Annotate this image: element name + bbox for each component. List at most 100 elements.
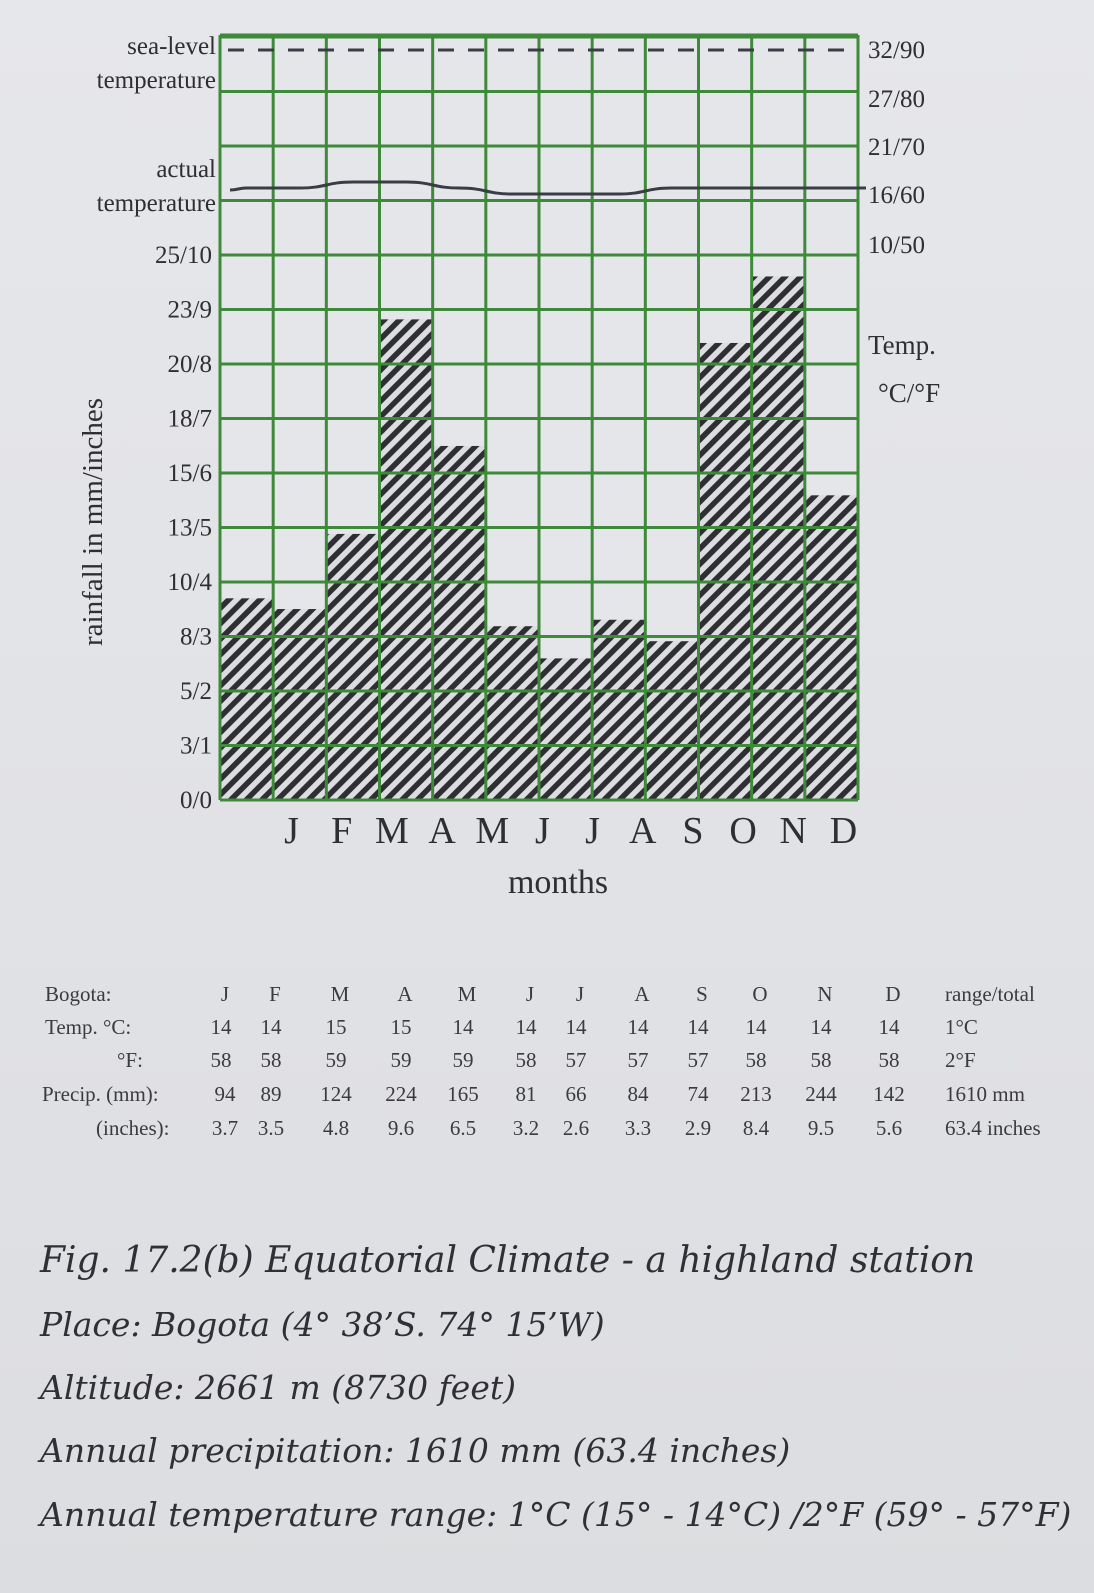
month-label: J — [535, 810, 550, 852]
month-label: J — [585, 810, 600, 852]
bar-N-10 — [751, 276, 805, 801]
table-cell-value: 213 — [740, 1082, 772, 1106]
right-tick-label: 27/80 — [868, 86, 925, 113]
table-cell-value: 58 — [745, 1048, 767, 1072]
left-tick-label: 18/7 — [168, 406, 212, 433]
table-cell-value: 58 — [515, 1048, 537, 1072]
table-cell-value: 9.5 — [807, 1116, 835, 1140]
table-cell-value: 14 — [515, 1015, 537, 1039]
bar-J-6 — [539, 658, 593, 800]
table-cell-value: 15 — [325, 1015, 347, 1039]
table-cell-value: 57 — [627, 1048, 649, 1072]
table-cell-value: 165 — [447, 1082, 479, 1106]
table-month-header: M — [457, 982, 477, 1006]
month-label: J — [284, 810, 299, 852]
bar-A-7 — [592, 619, 646, 800]
altitude-line: Altitude: 2661 m (8730 feet) — [40, 1368, 516, 1407]
table-cell-value: 84 — [627, 1082, 649, 1106]
table-cell-value: 59 — [452, 1048, 474, 1072]
rainfall-bars — [220, 276, 858, 801]
table-cell-value: 58 — [878, 1048, 900, 1072]
right-tick-label: 16/60 — [868, 182, 925, 209]
actual-temperature-label: actual — [156, 156, 216, 183]
table-cell-value: 3.3 — [624, 1116, 652, 1140]
x-axis-title: months — [508, 864, 608, 901]
table-month-header: J — [220, 982, 230, 1006]
left-tick-label: 0/0 — [180, 787, 212, 814]
table-row-total: 2°F — [945, 1048, 976, 1072]
left-tick-label: 23/9 — [168, 297, 212, 324]
table-cell-value: 81 — [515, 1082, 537, 1106]
bar-M-4 — [432, 445, 486, 800]
table-month-header: A — [634, 982, 650, 1006]
climate-chart: 0/0 3/1 5/2 8/3 10/4 13/5 15/6 18/7 20/8 23/9 25/1… — [77, 33, 940, 901]
right-tick-label: 32/90 — [868, 37, 925, 64]
table-cell-value: 8.4 — [742, 1116, 770, 1140]
table-month-header: O — [752, 982, 768, 1006]
month-label: S — [682, 810, 703, 852]
y-axis-title: rainfall in mm/inches — [77, 398, 109, 646]
actual-temperature-line — [229, 180, 866, 196]
table-station-label: Bogota: — [45, 982, 112, 1006]
month-label: A — [629, 810, 657, 852]
table-row-total: 63.4 inches — [945, 1116, 1041, 1140]
table-month-header: F — [269, 982, 281, 1006]
table-cell-value: 15 — [390, 1015, 412, 1039]
left-tick-label: 8/3 — [180, 624, 212, 651]
table-row-total: 1°C — [945, 1015, 978, 1039]
bar-O-9 — [698, 342, 752, 800]
table-month-header: S — [696, 982, 708, 1006]
place-line: Place: Bogota (4° 38’S. 74° 15’W) — [40, 1305, 605, 1344]
table-cell-value: 57 — [565, 1048, 587, 1072]
table-cell-value: 224 — [385, 1082, 417, 1106]
temperature-lines — [228, 48, 866, 196]
table-cell-value: 142 — [873, 1082, 905, 1106]
left-tick-label: 25/10 — [155, 242, 212, 269]
table-month-header: A — [397, 982, 413, 1006]
month-label: M — [475, 810, 509, 852]
sea-level-label: sea-level — [127, 33, 216, 60]
figure-title: Fig. 17.2(b) Equatorial Climate - a high… — [40, 1240, 976, 1281]
table-cell-value: 59 — [390, 1048, 412, 1072]
table-cell-value: 59 — [325, 1048, 347, 1072]
table-cell-value: 4.8 — [322, 1116, 350, 1140]
month-label: D — [830, 810, 857, 852]
table-cell-value: 14 — [810, 1015, 832, 1039]
table-month-header: D — [885, 982, 901, 1006]
table-cell-value: 74 — [687, 1082, 709, 1106]
left-tick-label: 3/1 — [180, 733, 212, 760]
month-label: M — [375, 810, 409, 852]
table-cell-value: 6.5 — [449, 1116, 477, 1140]
sea-level-label: temperature — [97, 67, 216, 94]
right-tick-label: 21/70 — [868, 134, 925, 161]
right-tick-label: 10/50 — [868, 232, 925, 259]
table-cell-value: 124 — [320, 1082, 352, 1106]
table-month-header: M — [330, 982, 350, 1006]
month-label: N — [780, 810, 807, 852]
table-row-label: °F: — [117, 1048, 143, 1072]
table-cell-value: 14 — [565, 1015, 587, 1039]
table-cell-value: 94 — [214, 1082, 236, 1106]
left-tick-label: 20/8 — [168, 351, 212, 378]
table-month-header: N — [817, 982, 833, 1006]
table-cell-value: 2.6 — [562, 1116, 590, 1140]
left-tick-label: 5/2 — [180, 678, 212, 705]
table-row-total: 1610 mm — [945, 1082, 1025, 1106]
table-cell-value: 2.9 — [684, 1116, 712, 1140]
table-cell-value: 5.6 — [875, 1116, 903, 1140]
table-cell-value: 57 — [687, 1048, 709, 1072]
bar-J-0 — [220, 598, 274, 800]
table-cell-value: 14 — [687, 1015, 709, 1039]
precipitation-line: Annual precipitation: 1610 mm (63.4 inch… — [40, 1431, 791, 1470]
actual-temperature-label: temperature — [97, 190, 216, 217]
table-row-label: (inches): — [96, 1116, 170, 1140]
table-cell-value: 14 — [452, 1015, 474, 1039]
right-axis-title: °C/°F — [878, 378, 940, 408]
table-cell-value: 14 — [627, 1015, 649, 1039]
right-axis-title: Temp. — [868, 330, 936, 360]
chart-gridlines — [218, 33, 860, 802]
table-cell-value: 14 — [210, 1015, 232, 1039]
table-cell-value: 244 — [805, 1082, 837, 1106]
table-row-label: Temp. °C: — [45, 1015, 132, 1039]
